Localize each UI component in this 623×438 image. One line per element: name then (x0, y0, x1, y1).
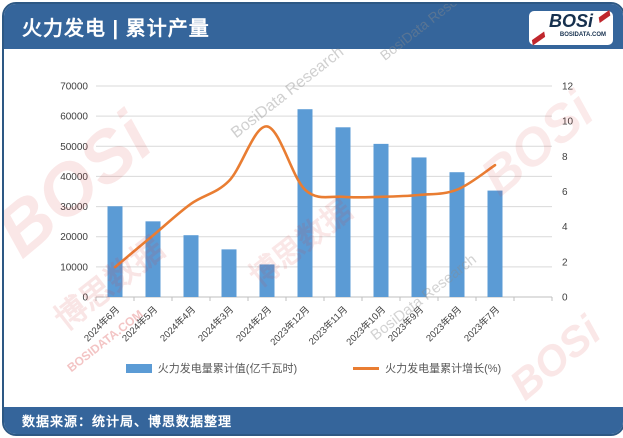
bar-2023年8月 (449, 172, 465, 297)
right-axis-tick: 2 (562, 257, 568, 268)
x-axis-label: 2024年3月 (196, 304, 237, 345)
logo-text: BOSi (548, 11, 593, 31)
line-swatch-icon (353, 366, 380, 370)
x-axis-label: 2024年4月 (158, 304, 199, 345)
left-axis-tick: 20000 (60, 232, 88, 243)
x-axis-label: 2023年12月 (268, 304, 312, 348)
bar-2023年11月 (335, 127, 351, 297)
legend-item-line: 火力发电量累计增长(%) (353, 360, 501, 376)
left-axis-tick: 10000 (60, 262, 88, 273)
legend-label-bars: 火力发电量累计值(亿千瓦时) (157, 363, 298, 375)
left-axis-tick: 60000 (60, 112, 88, 123)
bar-2024年3月 (221, 249, 237, 297)
data-source-text: 数据来源：统计局、博思数据整理 (22, 414, 233, 429)
header-bar: 火力发电 | 累计产量 BOSi BOSIDATA.COM (4, 4, 623, 49)
right-axis-tick: 12 (562, 82, 574, 93)
chart-area: 0 10000 20000 30000 40000 50000 60000 70000 0 2 4 6… (4, 49, 623, 364)
right-axis-tick: 6 (562, 187, 568, 198)
logo-caption: BOSIDATA.COM (559, 32, 606, 38)
right-axis-tick: 10 (562, 117, 574, 128)
bar-2024年4月 (183, 235, 199, 297)
right-axis-tick: 8 (562, 152, 568, 163)
x-axis-label: 2023年7月 (462, 304, 503, 345)
legend-item-bars: 火力发电量累计值(亿千瓦时) (125, 360, 298, 376)
bar-2023年7月 (487, 190, 503, 297)
bar-2023年9月 (411, 157, 427, 297)
bar-2023年10月 (373, 143, 389, 297)
bar-swatch-icon (125, 363, 152, 373)
left-axis-tick: 50000 (60, 142, 88, 153)
page-title: 火力发电 | 累计产量 (22, 18, 210, 40)
x-axis-label: 2023年11月 (306, 304, 350, 348)
legend-label-line: 火力发电量累计增长(%) (385, 363, 502, 375)
x-axis-label: 2024年2月 (234, 304, 275, 345)
chart-legend: 火力发电量累计值(亿千瓦时) 火力发电量累计增长(%) (4, 360, 623, 376)
left-axis-tick: 0 (82, 293, 88, 304)
bar-2024年6月 (107, 206, 123, 297)
left-axis-tick: 70000 (60, 82, 88, 93)
footer-bar: 数据来源：统计局、博思数据整理 (4, 407, 623, 434)
right-axis-tick: 4 (562, 222, 568, 233)
left-axis-tick: 30000 (60, 202, 88, 213)
left-axis-tick: 40000 (60, 172, 88, 183)
right-axis-tick: 0 (562, 293, 568, 304)
x-axis-label: 2023年10月 (344, 304, 388, 348)
bar-2024年2月 (259, 264, 275, 297)
x-axis-label: 2023年8月 (424, 304, 465, 345)
bosi-logo: BOSi BOSIDATA.COM (529, 10, 613, 46)
x-axis-label: 2024年6月 (82, 304, 123, 345)
combo-chart: 0 10000 20000 30000 40000 50000 60000 70000 0 2 4 6… (60, 82, 574, 348)
bar-2023年12月 (297, 109, 313, 298)
x-axis-label: 2024年5月 (120, 304, 161, 345)
x-axis-label: 2023年9月 (386, 304, 427, 345)
growth-line (113, 125, 497, 269)
